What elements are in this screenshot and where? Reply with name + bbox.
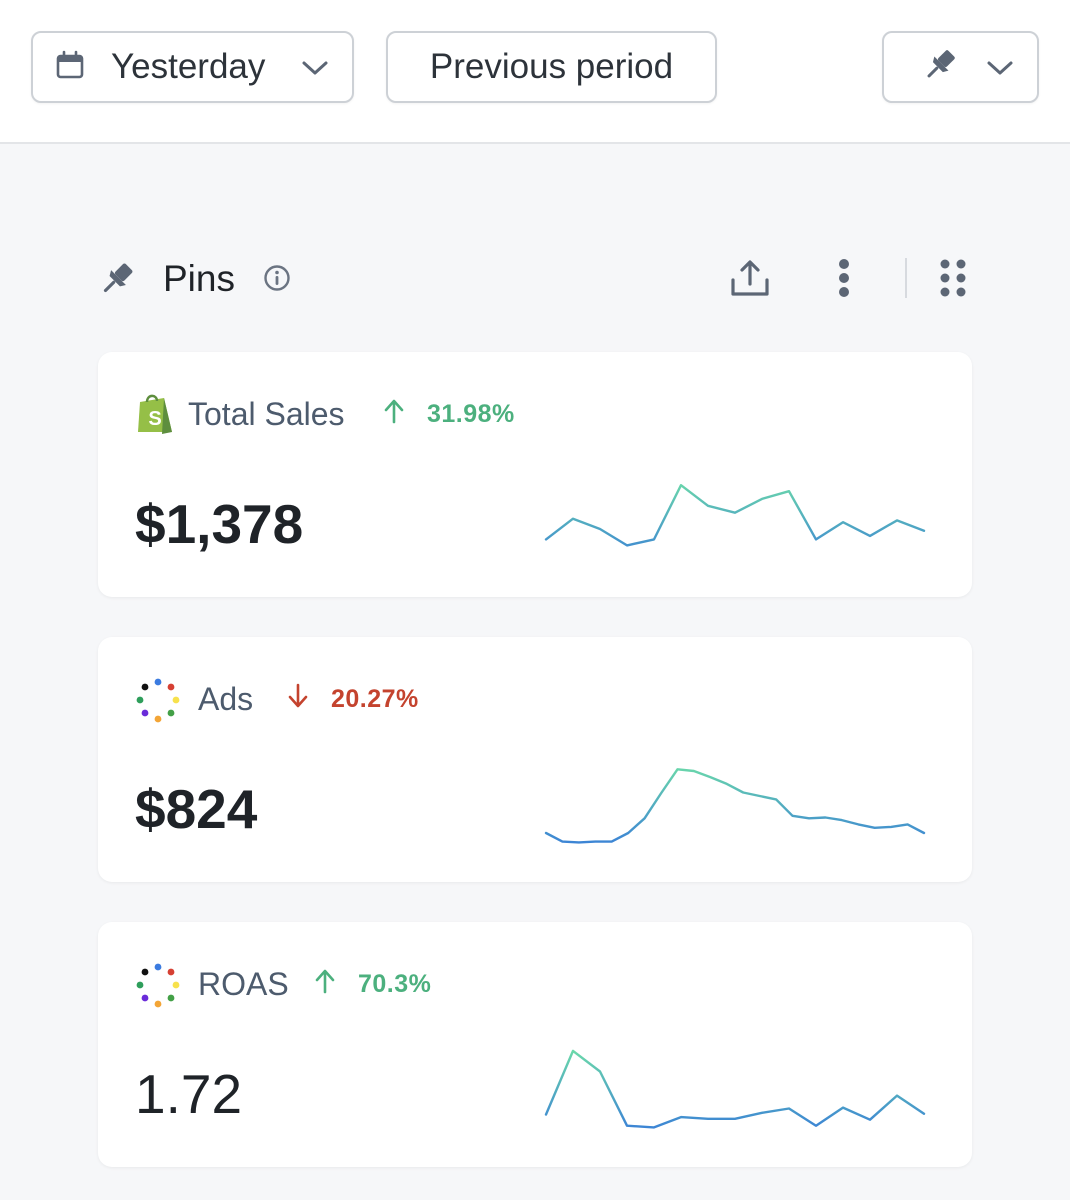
divider [905, 258, 907, 298]
top-toolbar: Yesterday Previous period [0, 0, 1070, 144]
sparkline-chart [544, 768, 926, 844]
pin-menu-button[interactable] [882, 31, 1039, 103]
metric-value: $824 [135, 778, 258, 840]
arrow-up-icon [314, 968, 336, 1001]
metric-delta-value: 31.98% [427, 400, 515, 428]
dots-logo-icon [134, 677, 182, 730]
share-export-icon[interactable] [728, 256, 772, 305]
compare-period-label: Previous period [429, 47, 674, 86]
pin-icon [920, 45, 960, 90]
metric-name: Ads [198, 681, 254, 717]
compare-period-button[interactable]: Previous period [386, 31, 717, 103]
metric-delta: 20.27% [287, 683, 419, 716]
sparkline-line [544, 1049, 926, 1129]
arrow-down-icon [287, 683, 309, 716]
svg-text:S: S [148, 408, 161, 430]
metric-name: ROAS [198, 966, 289, 1002]
metric-delta: 70.3% [314, 968, 431, 1001]
sparkline-line [544, 483, 926, 547]
pins-section-header: Pins [96, 250, 972, 310]
metric-name: Total Sales [188, 396, 345, 432]
drag-handle-icon[interactable] [939, 258, 967, 305]
dots-logo-icon [134, 962, 182, 1015]
sparkline-chart [544, 483, 926, 547]
metric-delta: 31.98% [383, 398, 515, 431]
arrow-up-icon [383, 398, 405, 431]
metric-card-total-sales[interactable]: S Total Sales 31.98% $1,378 [98, 352, 972, 597]
metric-card-ads[interactable]: Ads 20.27% $824 [98, 637, 972, 882]
sparkline-line [544, 768, 926, 844]
metric-delta-value: 20.27% [331, 685, 419, 713]
sparkline-chart [544, 1049, 926, 1129]
pin-icon [96, 258, 138, 305]
metric-value: 1.72 [135, 1063, 243, 1125]
metric-card-roas[interactable]: ROAS 70.3% 1.72 [98, 922, 972, 1167]
calendar-icon [55, 50, 85, 85]
chevron-down-icon [300, 55, 330, 86]
metric-delta-value: 70.3% [358, 970, 432, 998]
section-title: Pins [163, 258, 235, 299]
metric-value: $1,378 [135, 493, 304, 555]
shopify-icon: S [134, 392, 176, 441]
date-range-label: Yesterday [111, 47, 266, 86]
chevron-down-icon [985, 55, 1015, 86]
more-vertical-icon[interactable] [832, 258, 856, 305]
info-icon[interactable] [263, 264, 291, 297]
date-range-button[interactable]: Yesterday [31, 31, 354, 103]
